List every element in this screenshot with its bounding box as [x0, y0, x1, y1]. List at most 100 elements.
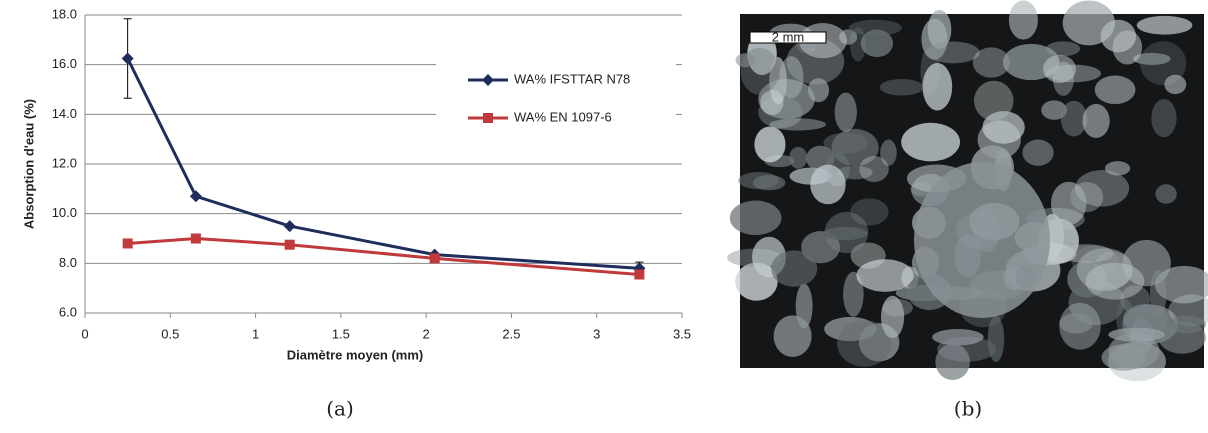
- y-tick-label: 8.0: [59, 255, 77, 270]
- grain: [1008, 0, 1038, 40]
- scale-label: 2 mm: [772, 29, 805, 44]
- grain: [823, 132, 869, 154]
- micrograph: 2 mm: [727, 0, 1208, 382]
- grain: [1050, 181, 1087, 226]
- grain: [760, 89, 784, 116]
- legend-marker: [482, 74, 494, 86]
- x-tick-label: 3.5: [673, 326, 691, 341]
- grain: [1151, 98, 1177, 138]
- marker: [190, 233, 201, 244]
- grain: [1136, 15, 1193, 35]
- scale-bar: [749, 31, 827, 44]
- grain: [1104, 161, 1131, 176]
- grain: [859, 155, 889, 183]
- grain: [764, 154, 795, 168]
- grain: [1074, 170, 1130, 207]
- grain: [1041, 100, 1068, 120]
- y-axis-label: Absorption d'eau (%): [21, 99, 36, 229]
- grain: [1133, 52, 1171, 66]
- grain: [879, 78, 924, 96]
- grain: [1101, 344, 1147, 371]
- x-axis-label: Diamètre moyen (mm): [287, 347, 424, 362]
- grain: [937, 336, 997, 362]
- x-tick-label: 2.5: [502, 326, 520, 341]
- x-tick-label: 1: [252, 326, 259, 341]
- y-tick-label: 16.0: [52, 56, 77, 71]
- grain: [1165, 315, 1207, 334]
- legend-label: WA% EN 1097-6: [514, 109, 612, 124]
- grain: [1059, 244, 1114, 263]
- grain: [769, 118, 827, 131]
- legend-label: WA% IFSTTAR N78: [514, 71, 630, 86]
- x-tick-label: 0: [81, 326, 88, 341]
- grain: [1070, 182, 1104, 213]
- grain: [973, 80, 1014, 121]
- grain: [932, 328, 984, 346]
- grain: [987, 315, 1005, 363]
- grain: [1164, 74, 1187, 95]
- y-tick-label: 14.0: [52, 106, 77, 121]
- marker: [283, 220, 296, 233]
- grain: [740, 47, 779, 95]
- marker: [634, 269, 645, 280]
- legend-marker: [483, 113, 493, 123]
- grain: [972, 47, 1010, 78]
- grain: [848, 19, 902, 36]
- grain: [1100, 19, 1137, 53]
- grain: [1060, 100, 1088, 137]
- grain: [1068, 280, 1125, 326]
- grain: [1002, 43, 1060, 81]
- grain: [880, 295, 905, 339]
- grain: [880, 139, 897, 166]
- grain: [1108, 327, 1165, 342]
- grain: [824, 316, 877, 342]
- grain: [926, 41, 980, 64]
- grain: [856, 259, 914, 292]
- y-tick-label: 12.0: [52, 155, 77, 170]
- grain: [1059, 302, 1101, 350]
- grain: [1045, 64, 1101, 83]
- x-tick-label: 0.5: [161, 326, 179, 341]
- legend-box: [436, 60, 676, 140]
- y-tick-label: 6.0: [59, 304, 77, 319]
- grain: [922, 62, 953, 111]
- grain: [901, 122, 961, 162]
- grain: [1093, 251, 1132, 289]
- grain: [935, 343, 970, 381]
- grain: [1123, 304, 1170, 335]
- marker: [189, 190, 202, 203]
- y-tick-label: 18.0: [52, 6, 77, 21]
- grain: [850, 198, 889, 226]
- grain: [1122, 239, 1171, 287]
- grain: [729, 200, 782, 236]
- grain: [1085, 262, 1145, 300]
- grain: [834, 92, 857, 132]
- grain: [779, 56, 804, 99]
- y-tick-label: 10.0: [52, 205, 77, 220]
- grain: [771, 250, 818, 287]
- x-tick-label: 3: [593, 326, 600, 341]
- grain: [789, 146, 808, 169]
- marker: [122, 238, 133, 249]
- marker: [284, 239, 295, 250]
- grain: [837, 320, 892, 367]
- grain: [801, 231, 841, 264]
- grain: [1082, 103, 1110, 138]
- grain: [754, 126, 786, 163]
- grain: [860, 29, 894, 58]
- grain: [822, 226, 868, 241]
- caption: (a): [326, 397, 354, 421]
- grain: [810, 164, 846, 205]
- grain: [795, 283, 813, 329]
- grain: [1022, 139, 1054, 166]
- grain: [982, 111, 1025, 144]
- x-tick-label: 2: [423, 326, 430, 341]
- grain: [1155, 184, 1177, 204]
- marker: [121, 52, 134, 65]
- grain: [914, 162, 1050, 318]
- caption: (b): [954, 397, 982, 421]
- grain: [752, 175, 786, 191]
- grain: [1155, 265, 1208, 304]
- grain: [1094, 75, 1136, 105]
